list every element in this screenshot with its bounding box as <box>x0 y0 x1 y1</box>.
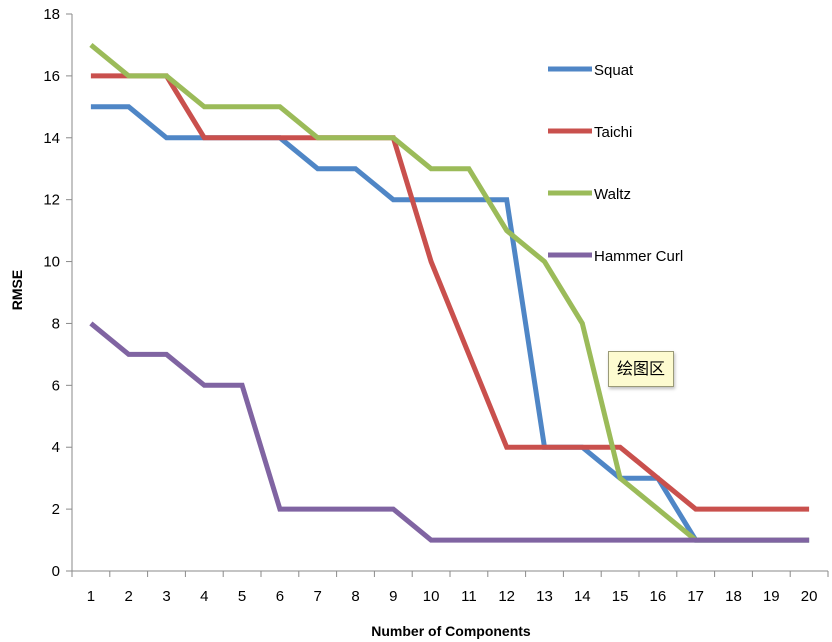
y-tick-label: 14 <box>43 130 60 147</box>
x-tick-label: 12 <box>498 588 515 605</box>
y-tick-label: 8 <box>52 315 60 332</box>
plot-area-tooltip: 绘图区 <box>608 351 675 387</box>
x-tick-label: 15 <box>612 588 629 605</box>
y-tick-label: 6 <box>52 377 60 394</box>
x-tick-label: 5 <box>238 588 246 605</box>
x-tick-label: 2 <box>125 588 133 605</box>
x-tick-label: 9 <box>389 588 397 605</box>
legend-label-waltz: Waltz <box>594 186 631 203</box>
x-tick-label: 18 <box>725 588 742 605</box>
legend-label-hammer-curl: Hammer Curl <box>594 248 683 265</box>
x-tick-label: 14 <box>574 588 591 605</box>
legend-label-taichi: Taichi <box>594 124 632 141</box>
legend: Squat Taichi Waltz Hammer Curl <box>548 62 683 265</box>
x-tick-label: 6 <box>276 588 284 605</box>
y-tick-label: 10 <box>43 254 60 271</box>
x-tick-label: 16 <box>650 588 667 605</box>
series-line-squat <box>90 104 810 543</box>
x-tick-label: 11 <box>461 588 477 605</box>
y-tick-label: 2 <box>52 501 60 518</box>
x-tick-label: 7 <box>314 588 322 605</box>
y-tick-label: 16 <box>43 68 60 85</box>
y-tick-label: 18 <box>43 6 60 23</box>
series-line-taichi <box>90 73 810 512</box>
x-tick-label: 10 <box>423 588 440 605</box>
x-tick-label: 19 <box>763 588 780 605</box>
x-tick-label: 20 <box>801 588 818 605</box>
x-tick-label: 1 <box>87 588 95 605</box>
series-line-waltz <box>89 42 810 543</box>
legend-label-squat: Squat <box>594 62 634 79</box>
y-tick-label: 12 <box>43 192 60 209</box>
x-tick-label: 8 <box>351 588 359 605</box>
x-tick-label: 4 <box>200 588 208 605</box>
x-tick-label: 3 <box>162 588 170 605</box>
y-axis-title: RMSE <box>9 270 25 310</box>
x-tick-label: 17 <box>687 588 704 605</box>
x-tick-label: 13 <box>536 588 553 605</box>
x-axis-title: Number of Components <box>371 623 531 639</box>
y-tick-label: 0 <box>52 563 60 580</box>
series-line-hammer-curl <box>89 321 810 543</box>
series-lines <box>89 42 810 543</box>
y-tick-label: 4 <box>52 439 60 456</box>
